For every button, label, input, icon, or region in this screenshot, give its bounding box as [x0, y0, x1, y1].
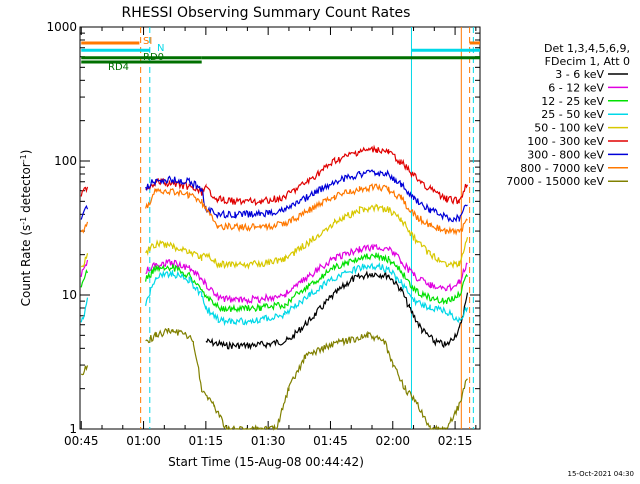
y-tick-label: 1 [69, 422, 77, 436]
series-line [80, 259, 89, 277]
x-tick-label: 02:15 [438, 434, 473, 448]
series-line [145, 262, 469, 327]
legend-entry-label: 300 - 800 keV [527, 148, 604, 161]
series-line [80, 204, 89, 220]
x-tick-label: 01:15 [189, 434, 224, 448]
flag-label: RD0 [143, 52, 164, 63]
chart-title: RHESSI Observing Summary Count Rates [122, 5, 411, 21]
series-line [145, 203, 469, 270]
y-tick-label: 100 [54, 154, 77, 168]
plot-frame [79, 26, 481, 430]
reference-lines [140, 27, 474, 429]
x-tick-label: 00:45 [64, 434, 99, 448]
series-line [205, 269, 469, 351]
y-axis-label: Count Rate (s-1 detector-1) [19, 150, 34, 307]
series-line [80, 186, 89, 197]
legend: Det 1,3,4,5,6,9, FDecim 1, Att 0 3 - 6 k… [506, 42, 630, 188]
flag-label: RD4 [108, 62, 129, 73]
series-line [145, 243, 468, 306]
legend-entry-label: 12 - 25 keV [541, 95, 604, 108]
series-lines [80, 144, 469, 431]
series-line [145, 169, 468, 223]
legend-header-line-2: FDecim 1, Att 0 [545, 55, 630, 68]
series-line [145, 144, 469, 207]
series-line [145, 183, 468, 236]
legend-entry-label: 25 - 50 keV [541, 108, 604, 121]
series-line [145, 327, 468, 431]
series-line [80, 269, 89, 288]
x-tick-label: 01:45 [313, 434, 348, 448]
legend-entry-label: 6 - 12 keV [548, 81, 604, 94]
y-tick-label: 1000 [46, 20, 77, 34]
x-tick-label: 01:00 [126, 434, 161, 448]
flag-label: N [157, 43, 164, 54]
series-line [80, 253, 89, 268]
legend-entry-label: 3 - 6 keV [555, 68, 604, 81]
legend-entry-label: 800 - 7000 keV [520, 162, 604, 175]
series-line [80, 297, 89, 323]
axis-ticks: 00:45 01:00 01:15 01:30 01:45 02:00 02:15 1 10 10… [46, 20, 480, 448]
y-tick-label: 10 [62, 288, 77, 302]
legend-entry-label: 50 - 100 keV [534, 122, 604, 135]
series-line [145, 252, 469, 313]
footer-date: 15-Oct-2021 04:30 [568, 470, 634, 478]
legend-entry-label: 7000 - 15000 keV [506, 175, 604, 188]
x-axis-label: Start Time (15-Aug-08 00:44:42) [168, 455, 364, 469]
flag-label: SI [143, 36, 152, 47]
legend-entry-label: 100 - 300 keV [527, 135, 604, 148]
legend-header-line-1: Det 1,3,4,5,6,9, [544, 42, 630, 55]
series-line [80, 365, 89, 376]
x-tick-label: 02:00 [375, 434, 410, 448]
series-line [80, 221, 89, 234]
x-tick-label: 01:30 [251, 434, 286, 448]
